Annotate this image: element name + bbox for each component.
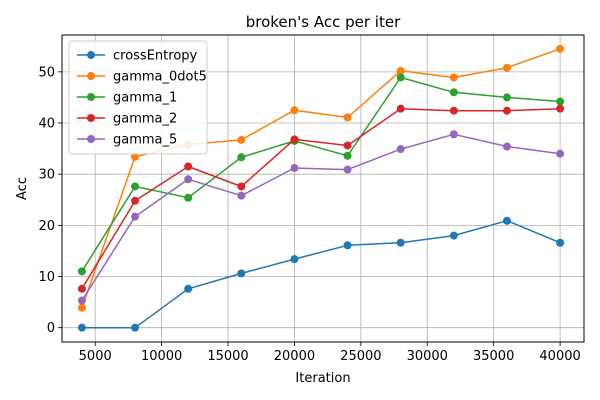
legend-label: gamma_0dot5 bbox=[113, 70, 207, 85]
data-point bbox=[502, 93, 511, 102]
data-point bbox=[290, 106, 299, 115]
data-point bbox=[184, 284, 193, 293]
data-point bbox=[77, 267, 86, 276]
data-point bbox=[502, 142, 511, 151]
data-point bbox=[502, 216, 511, 225]
data-point bbox=[396, 66, 405, 75]
legend-marker bbox=[87, 72, 95, 80]
legend-marker bbox=[87, 114, 95, 122]
legend: crossEntropy gamma_0dot5 gamma_1 gamma_2gam… bbox=[68, 40, 208, 155]
data-point bbox=[556, 238, 565, 247]
data-point bbox=[184, 175, 193, 184]
data-point bbox=[237, 182, 246, 191]
data-point bbox=[556, 104, 565, 113]
x-tick-label: 25000 bbox=[340, 349, 381, 364]
data-point bbox=[556, 149, 565, 158]
legend-marker bbox=[87, 135, 95, 143]
data-point bbox=[184, 162, 193, 171]
legend-item: gamma_0dot5 bbox=[77, 70, 207, 85]
data-point bbox=[131, 196, 140, 205]
data-point bbox=[237, 153, 246, 162]
series-line bbox=[81, 76, 561, 272]
legend-item: gamma_1 bbox=[77, 91, 177, 106]
x-tick-label: 30000 bbox=[407, 349, 448, 364]
legend-marker bbox=[87, 93, 95, 101]
series-crossEntropy bbox=[77, 216, 565, 332]
data-point bbox=[290, 255, 299, 264]
data-point bbox=[290, 135, 299, 144]
legend-item: gamma_2 bbox=[77, 112, 177, 127]
data-point bbox=[343, 165, 352, 174]
series-gamma_5 bbox=[77, 130, 565, 305]
x-tick-label: 10000 bbox=[141, 349, 182, 364]
legend-item: crossEntropy bbox=[77, 49, 198, 64]
x-axis-label: Iteration bbox=[295, 371, 350, 386]
data-point bbox=[449, 73, 458, 82]
y-axis-label: Acc bbox=[15, 177, 30, 200]
data-point bbox=[77, 323, 86, 332]
data-point bbox=[502, 63, 511, 72]
series-line bbox=[81, 107, 561, 290]
legend-label: gamma_2 bbox=[113, 112, 177, 127]
data-point bbox=[449, 88, 458, 97]
data-point bbox=[237, 135, 246, 144]
data-point bbox=[131, 323, 140, 332]
data-point bbox=[184, 193, 193, 202]
x-tick-label: 35000 bbox=[473, 349, 514, 364]
legend-box bbox=[68, 40, 208, 155]
grid bbox=[62, 35, 584, 342]
data-point bbox=[343, 141, 352, 150]
data-point bbox=[396, 104, 405, 113]
data-point bbox=[396, 145, 405, 154]
data-point bbox=[237, 269, 246, 278]
legend-marker bbox=[87, 51, 95, 59]
y-tick-label: 20 bbox=[38, 219, 55, 234]
data-point bbox=[396, 73, 405, 82]
y-tick-label: 10 bbox=[38, 270, 55, 285]
y-tick-label: 0 bbox=[47, 321, 55, 336]
data-point bbox=[131, 152, 140, 161]
axis-ticks: 5000 10000 15000 20000 25000 30000 35000 40000 0… bbox=[38, 65, 580, 364]
y-tick-label: 30 bbox=[38, 168, 55, 183]
data-point bbox=[77, 284, 86, 293]
data-point bbox=[77, 303, 86, 312]
data-point bbox=[290, 164, 299, 173]
series-line bbox=[81, 219, 561, 329]
data-point bbox=[131, 182, 140, 191]
x-tick-label: 5000 bbox=[79, 349, 112, 364]
chart-title: broken's Acc per iter bbox=[246, 13, 401, 31]
data-point bbox=[396, 238, 405, 247]
legend-label: crossEntropy bbox=[113, 49, 198, 64]
x-tick-label: 40000 bbox=[539, 349, 580, 364]
plot-frame bbox=[61, 34, 585, 343]
data-point bbox=[449, 130, 458, 139]
data-point bbox=[343, 151, 352, 160]
series-line bbox=[81, 133, 561, 302]
data-point bbox=[449, 106, 458, 115]
data-point bbox=[343, 113, 352, 122]
data-point bbox=[131, 212, 140, 221]
legend-item: gamma_5 bbox=[77, 133, 177, 148]
data-point bbox=[502, 106, 511, 115]
data-point bbox=[449, 231, 458, 240]
y-tick-label: 40 bbox=[38, 117, 55, 132]
data-point bbox=[237, 191, 246, 200]
series-gamma_2 bbox=[77, 104, 565, 293]
data-point bbox=[343, 241, 352, 250]
y-tick-label: 50 bbox=[38, 65, 55, 80]
legend-label: gamma_5 bbox=[113, 133, 177, 148]
data-point bbox=[556, 97, 565, 106]
x-tick-label: 15000 bbox=[207, 349, 248, 364]
data-point bbox=[77, 296, 86, 305]
legend-label: gamma_1 bbox=[113, 91, 177, 106]
data-point bbox=[556, 44, 565, 53]
x-tick-label: 20000 bbox=[274, 349, 315, 364]
